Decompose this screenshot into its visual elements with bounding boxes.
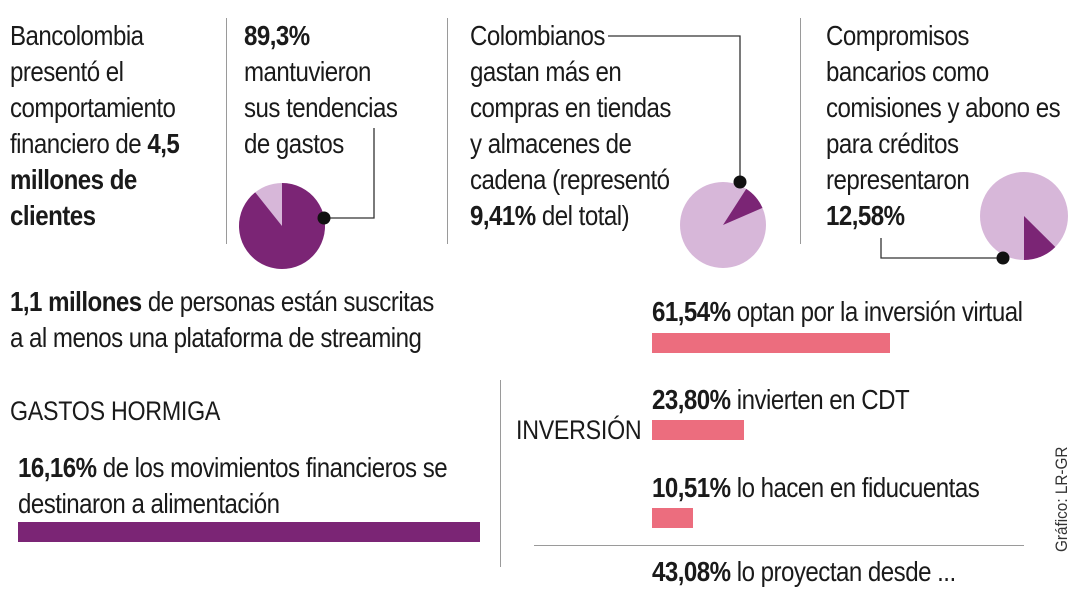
intro-clients-number: 4,5: [147, 128, 180, 159]
connector-dot-1: [317, 211, 331, 225]
streaming-text: 1,1 millones de personas están suscritas…: [10, 284, 434, 356]
stat-line: de gastos: [244, 128, 344, 159]
connector-dot-2: [733, 175, 747, 189]
divider: [534, 545, 1024, 546]
intro-line: financiero de 4,5: [10, 126, 180, 162]
divider: [800, 18, 801, 244]
connector-line-3: [880, 238, 1003, 259]
streaming-value: 1,1 millones: [10, 286, 142, 317]
inversion-item-value: 10,51%: [652, 472, 731, 503]
pie-tiendas-slice-value: [723, 188, 763, 225]
stat-line-text: del total): [535, 200, 630, 231]
stat-line: 9,41% del total): [470, 198, 671, 234]
stat-line: Colombianos: [470, 20, 605, 51]
connector-dot-3: [996, 251, 1010, 265]
intro-line: millones de: [10, 162, 179, 198]
bar-alimentacion: [18, 522, 480, 542]
stat-tiendas-value: 9,41%: [470, 200, 536, 231]
streaming-line-text: de personas están suscritas: [141, 286, 434, 317]
inversion-item-label: optan por la inversión virtual: [730, 296, 1023, 327]
divider: [500, 380, 501, 567]
gastos-hormiga-line: 16,16% de los movimientos financieros se: [18, 450, 448, 486]
intro-clients-unit: millones de: [10, 164, 137, 195]
bar-inversion-fiducuentas: [652, 508, 693, 528]
stat-tiendas-text: Colombianos gastan más en compras en tie…: [470, 18, 671, 234]
intro-clients-label: clientes: [10, 200, 96, 231]
intro-line: presentó el: [10, 56, 124, 87]
pie-tiendas-slice-rest: [680, 182, 766, 268]
intro-line: Bancolombia: [10, 20, 144, 51]
pie-gastos-slice-rest: [239, 183, 325, 269]
inversion-heading: INVERSIÓN: [516, 415, 642, 445]
stat-line: Compromisos: [826, 20, 969, 51]
bar-inversion-virtual: [652, 333, 890, 353]
gastos-hormiga-line: destinaron a alimentación: [18, 488, 280, 519]
stat-line: cadena (representó: [470, 164, 670, 195]
stat-line: 89,3%: [244, 18, 397, 54]
intro-line: comportamiento: [10, 92, 176, 123]
stat-compromisos-value: 12,58%: [826, 200, 905, 231]
stat-line: bancarios como: [826, 56, 989, 87]
intro-line-text: financiero de: [10, 128, 148, 159]
stat-line: para créditos: [826, 128, 959, 159]
streaming-line: a al menos una plataforma de streaming: [10, 322, 422, 353]
inversion-item: 10,51% lo hacen en fiducuentas: [652, 470, 980, 506]
stat-gastos-value: 89,3%: [244, 20, 310, 51]
stat-line: mantuvieron: [244, 56, 371, 87]
inversion-item: 61,54% optan por la inversión virtual: [652, 294, 1023, 330]
inversion-item-value: 43,08%: [652, 556, 731, 587]
stat-compromisos-text: Compromisos bancarios como comisiones y …: [826, 18, 1061, 234]
stat-line: compras en tiendas: [470, 92, 671, 123]
divider: [226, 18, 227, 244]
gastos-hormiga-line-text: de los movimientos financieros se: [96, 452, 448, 483]
bar-inversion-cdt: [652, 420, 744, 440]
stat-line: y almacenes de: [470, 128, 632, 159]
inversion-item-label: invierten en CDT: [730, 384, 910, 415]
intro-line: clientes: [10, 198, 179, 234]
gastos-hormiga-value: 16,16%: [18, 452, 97, 483]
inversion-item: 23,80% invierten en CDT: [652, 382, 910, 418]
stat-line: sus tendencias: [244, 92, 398, 123]
inversion-item-value: 23,80%: [652, 384, 731, 415]
inversion-item-label: lo proyectan desde ...: [730, 556, 956, 587]
stat-line: comisiones y abono es: [826, 92, 1061, 123]
stat-gastos-text: 89,3% mantuvieron sus tendencias de gast…: [244, 18, 398, 162]
inversion-item-label: lo hacen en fiducuentas: [730, 472, 980, 503]
streaming-line: 1,1 millones de personas están suscritas: [10, 284, 434, 320]
stat-line: gastan más en: [470, 56, 622, 87]
gastos-hormiga-text: 16,16% de los movimientos financieros se…: [18, 450, 448, 522]
intro-text: Bancolombia presentó el comportamiento f…: [10, 18, 180, 234]
stat-line: 12,58%: [826, 198, 1060, 234]
gastos-hormiga-heading: GASTOS HORMIGA: [10, 396, 221, 426]
divider: [447, 18, 448, 244]
inversion-item-value: 61,54%: [652, 296, 731, 327]
stat-line: representaron: [826, 164, 970, 195]
pie-gastos-slice-value: [239, 183, 326, 269]
inversion-item: 43,08% lo proyectan desde ...: [652, 554, 956, 590]
graphic-credit: Gráfico: LR-GR: [1052, 446, 1071, 552]
